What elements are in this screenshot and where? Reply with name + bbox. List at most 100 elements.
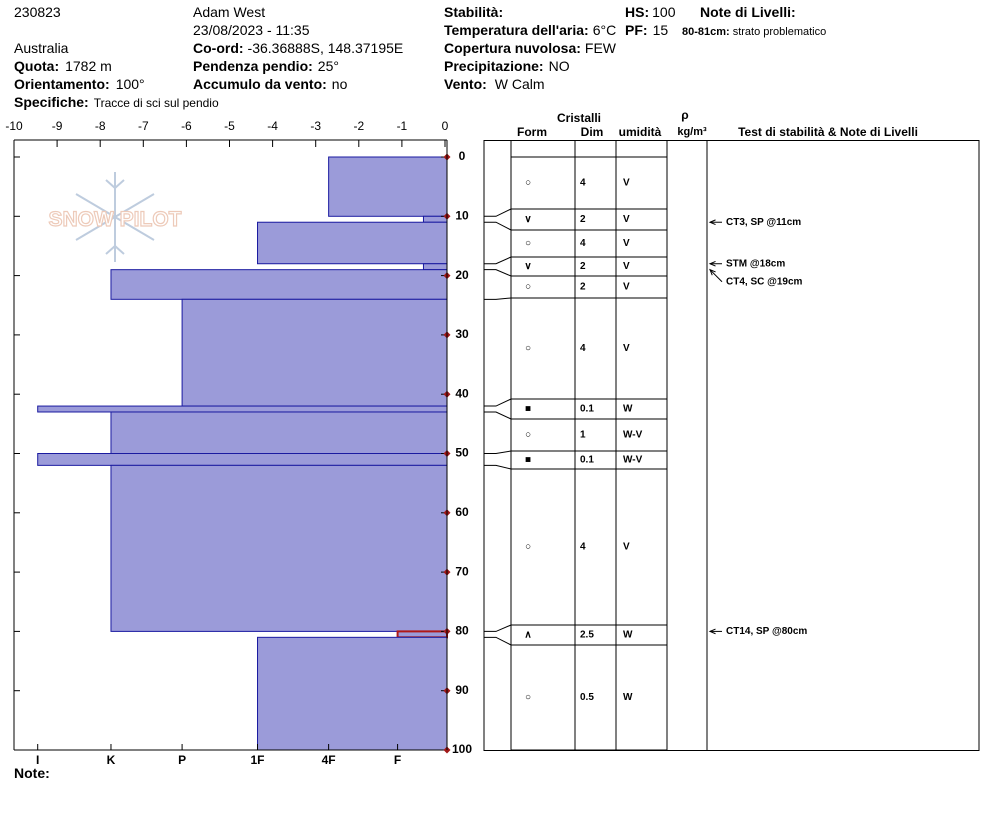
observer: Adam West <box>193 4 265 20</box>
boundary-connector <box>484 624 512 632</box>
moisture: V <box>623 343 630 354</box>
test-arrowhead <box>708 628 716 635</box>
label: Copertura nuvolosa: <box>444 40 581 56</box>
grain-size: 0.1 <box>580 404 594 415</box>
y-tick-label: 50 <box>455 446 469 460</box>
value: 25° <box>318 58 339 74</box>
grain-size: 1 <box>580 430 586 441</box>
col-header: Dim <box>581 125 604 139</box>
hardness-bar <box>422 215 448 223</box>
hardness-label: F <box>394 753 401 767</box>
hardness-bar <box>110 464 448 632</box>
grain-size: 2 <box>580 282 586 293</box>
value: NO <box>549 58 570 74</box>
moisture: W <box>623 630 633 641</box>
value: 6°C <box>593 22 617 38</box>
label: Specifiche: <box>14 94 89 110</box>
test-arrowhead <box>708 260 716 267</box>
field: Copertura nuvolosa: FEW <box>444 40 617 56</box>
grain-form: ○ <box>525 692 531 703</box>
note-label: Note: <box>14 765 50 781</box>
x-tick-label: -6 <box>181 119 192 133</box>
y-tick-label: 30 <box>455 327 469 341</box>
boundary-connector <box>484 221 512 231</box>
col-header: umidità <box>619 125 662 139</box>
value: 100 <box>652 4 676 20</box>
label: Accumulo da vento: <box>193 76 327 92</box>
hardness-label: 4F <box>322 753 336 767</box>
moisture: V <box>623 238 630 249</box>
field: PF: 15 <box>625 22 668 38</box>
boundary-connector <box>484 464 512 470</box>
grain-size: 4 <box>580 542 586 553</box>
grain-form: ∧ <box>524 630 531 641</box>
label: Note di Livelli: <box>700 4 796 20</box>
x-tick-label: -2 <box>353 119 364 133</box>
hardness-bar <box>328 156 448 217</box>
boundary-connector <box>484 398 512 407</box>
grain-size: 2 <box>580 214 586 225</box>
hardness-bar <box>257 636 448 751</box>
label: Stabilità: <box>444 4 503 20</box>
col-header: ρ <box>681 108 688 122</box>
hardness-label: I <box>36 753 39 767</box>
hardness-bar <box>110 411 448 454</box>
field: HS: 100 <box>625 4 676 20</box>
field: Pendenza pendio: 25° <box>193 58 339 74</box>
boundary-connector <box>484 411 512 420</box>
moisture: V <box>623 214 630 225</box>
x-tick-label: 0 <box>442 119 449 133</box>
grain-form: ○ <box>525 282 531 293</box>
boundary-connector <box>484 256 512 265</box>
moisture: W <box>623 692 633 703</box>
grain-form: ∨ <box>524 214 531 225</box>
label: Co-ord: <box>193 40 244 56</box>
x-tick-label: -8 <box>95 119 106 133</box>
field: Co-ord: -36.36888S, 148.37195E <box>193 40 403 56</box>
moisture: W <box>623 404 633 415</box>
test-label: CT3, SP @11cm <box>726 217 801 228</box>
value: Tracce di sci sul pendio <box>94 96 219 110</box>
grain-form: ■ <box>525 455 531 466</box>
hardness-label: P <box>178 753 186 767</box>
snowflake <box>75 172 155 262</box>
moisture: V <box>623 261 630 272</box>
grain-size: 4 <box>580 343 586 354</box>
test-arrowhead <box>708 219 716 226</box>
grain-size: 0.5 <box>580 692 594 703</box>
label: HS: <box>625 4 649 20</box>
y-tick-label: 10 <box>455 208 469 222</box>
x-tick-label: -1 <box>397 119 408 133</box>
grain-form: ○ <box>525 542 531 553</box>
grain-form: ∨ <box>524 261 531 272</box>
y-tick-label: 100 <box>452 742 472 756</box>
boundary-connector <box>484 636 512 646</box>
hardness-bar <box>257 221 448 265</box>
label: Precipitazione: <box>444 58 544 74</box>
grain-size: 4 <box>580 238 586 249</box>
field: Vento: W Calm <box>444 76 545 92</box>
label: Orientamento: <box>14 76 110 92</box>
label: Vento: <box>444 76 487 92</box>
hardness-bar <box>37 405 448 413</box>
x-tick-label: -7 <box>138 119 149 133</box>
hardness-bar <box>396 630 448 639</box>
grain-size: 2.5 <box>580 630 594 641</box>
label: Quota: <box>14 58 59 74</box>
grain-size: 0.1 <box>580 455 594 466</box>
field: Orientamento: 100° <box>14 76 145 92</box>
grain-size: 2 <box>580 261 586 272</box>
hardness-bar <box>110 269 448 300</box>
x-tick-label: -9 <box>52 119 63 133</box>
col-header: kg/m³ <box>677 126 707 138</box>
col-header: Test di stabilità & Note di Livelli <box>738 125 918 139</box>
boundary-connector <box>484 297 512 300</box>
label: Pendenza pendio: <box>193 58 313 74</box>
test-arrowhead <box>709 268 716 276</box>
label: 80-81cm: <box>682 26 730 38</box>
moisture: W-V <box>623 430 643 441</box>
x-tick-label: -5 <box>224 119 235 133</box>
pit-id: 230823 <box>14 4 61 20</box>
col-header: Cristalli <box>557 111 601 125</box>
value: -36.36888S, 148.37195E <box>248 40 404 56</box>
